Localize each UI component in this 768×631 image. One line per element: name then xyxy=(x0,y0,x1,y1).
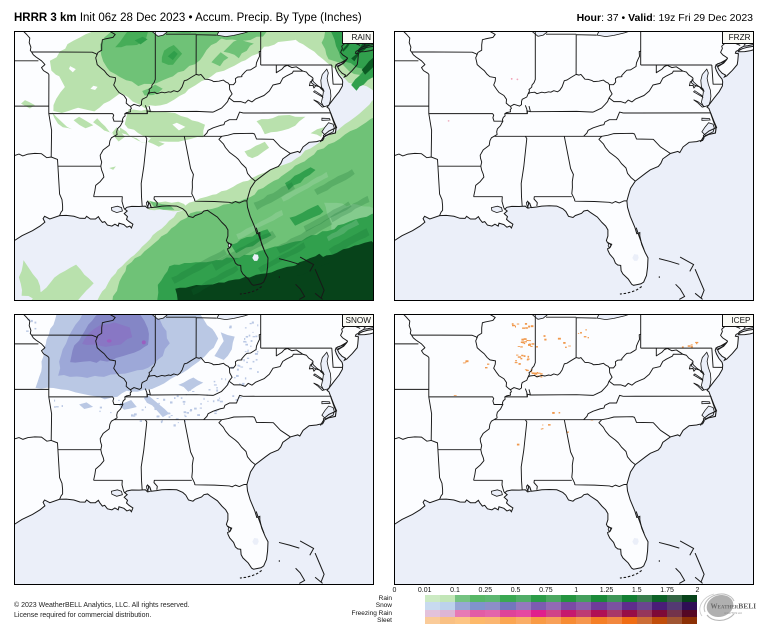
svg-text:WEATHERBELL: WEATHERBELL xyxy=(711,602,757,611)
svg-text:ANALYTICS LLC: ANALYTICS LLC xyxy=(724,612,742,615)
